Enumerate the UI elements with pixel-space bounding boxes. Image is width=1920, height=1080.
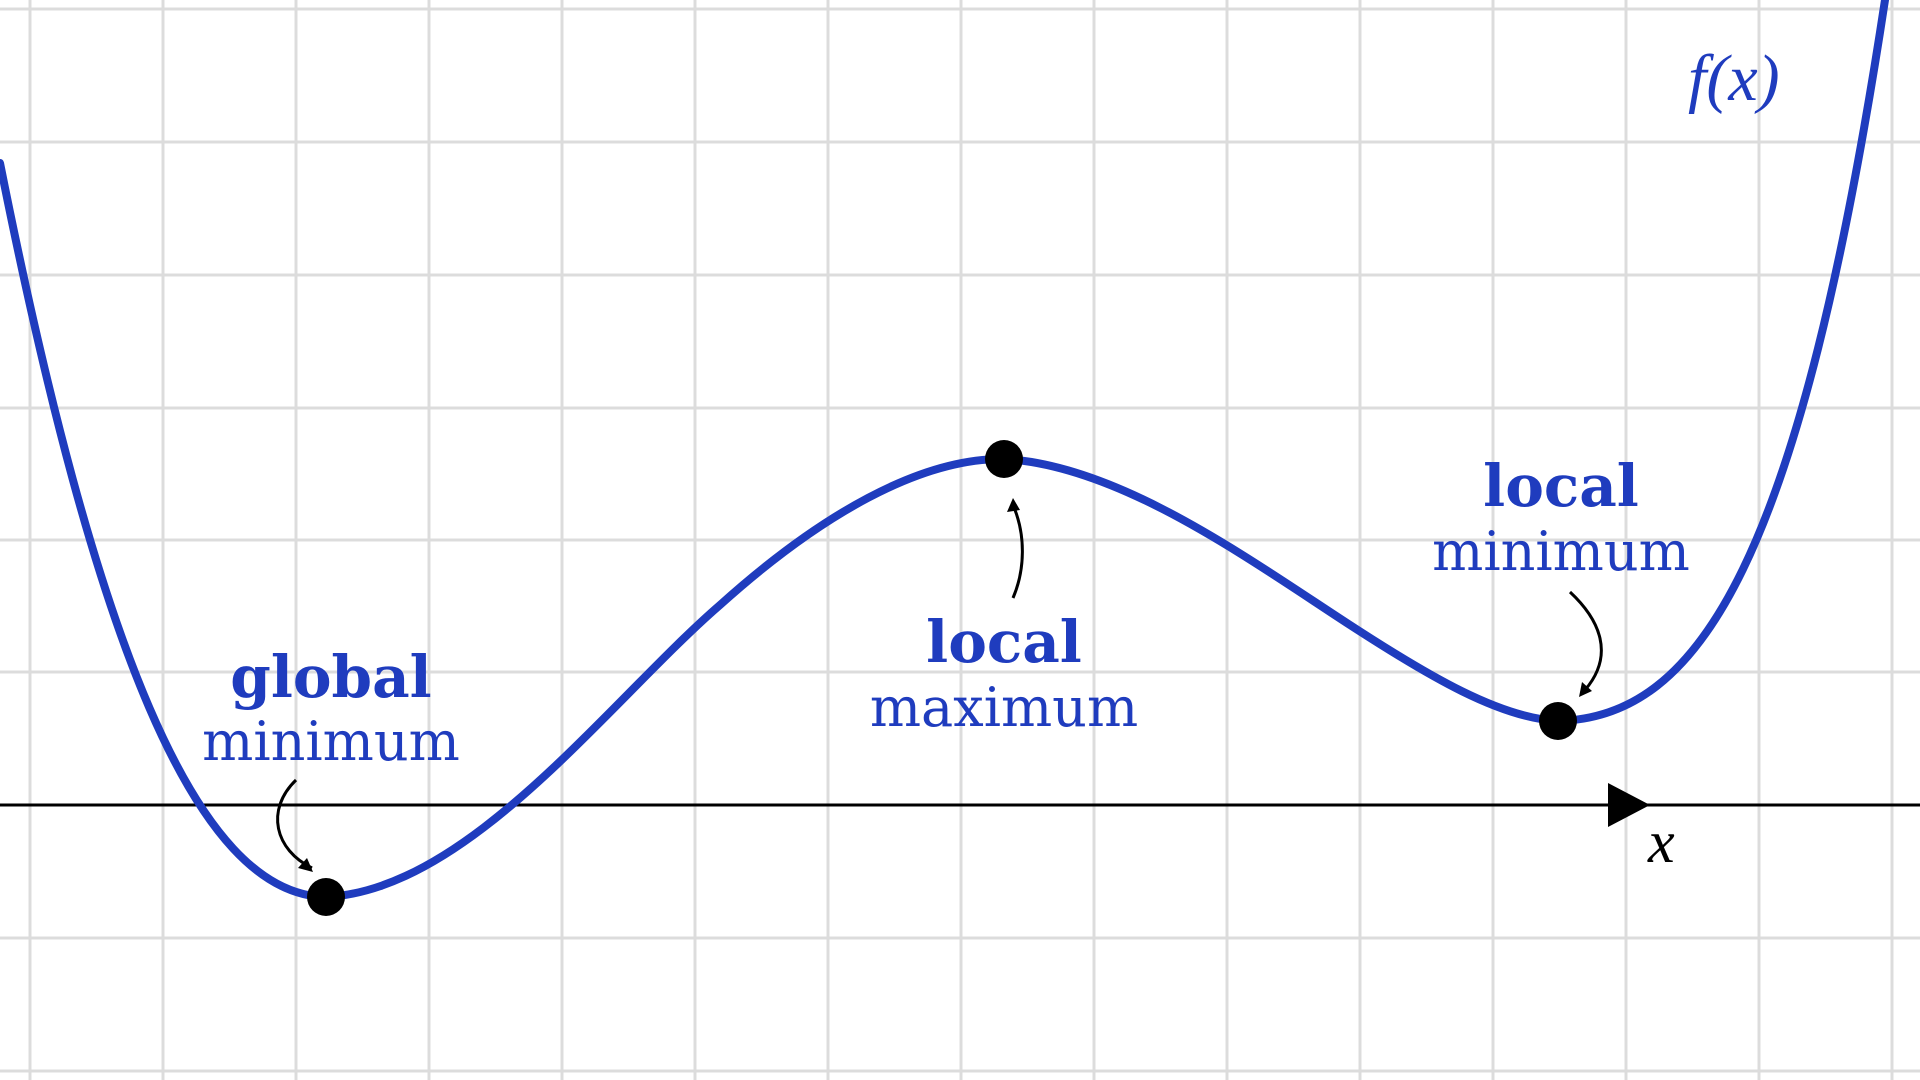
local-minimum-arrowhead [1579, 682, 1592, 697]
global-minimum-arrow [276, 778, 313, 870]
global-minimum-point [307, 878, 345, 916]
function-curve [0, 0, 1889, 902]
global-minimum-annotation: global minimum [202, 643, 460, 872]
local-maximum-arrow [1011, 504, 1024, 599]
local-minimum-annotation: local minimum [1432, 452, 1690, 697]
global-minimum-arrowhead [298, 858, 313, 872]
global-minimum-subtitle: minimum [202, 710, 460, 773]
x-axis-label: x [1647, 809, 1675, 875]
local-maximum-point [985, 440, 1023, 478]
local-minimum-subtitle: minimum [1432, 520, 1690, 583]
local-maximum-subtitle: maximum [870, 676, 1138, 739]
local-maximum-title: local [926, 608, 1082, 676]
global-minimum-title: global [230, 643, 431, 711]
local-minimum-title: local [1483, 452, 1639, 520]
local-maximum-arrowhead [1007, 498, 1020, 512]
local-minimum-point [1539, 702, 1577, 740]
function-label: f(x) [1688, 42, 1780, 115]
local-minimum-arrow [1568, 590, 1603, 691]
local-maximum-annotation: local maximum [870, 498, 1138, 739]
x-axis-arrowhead [1608, 783, 1650, 827]
